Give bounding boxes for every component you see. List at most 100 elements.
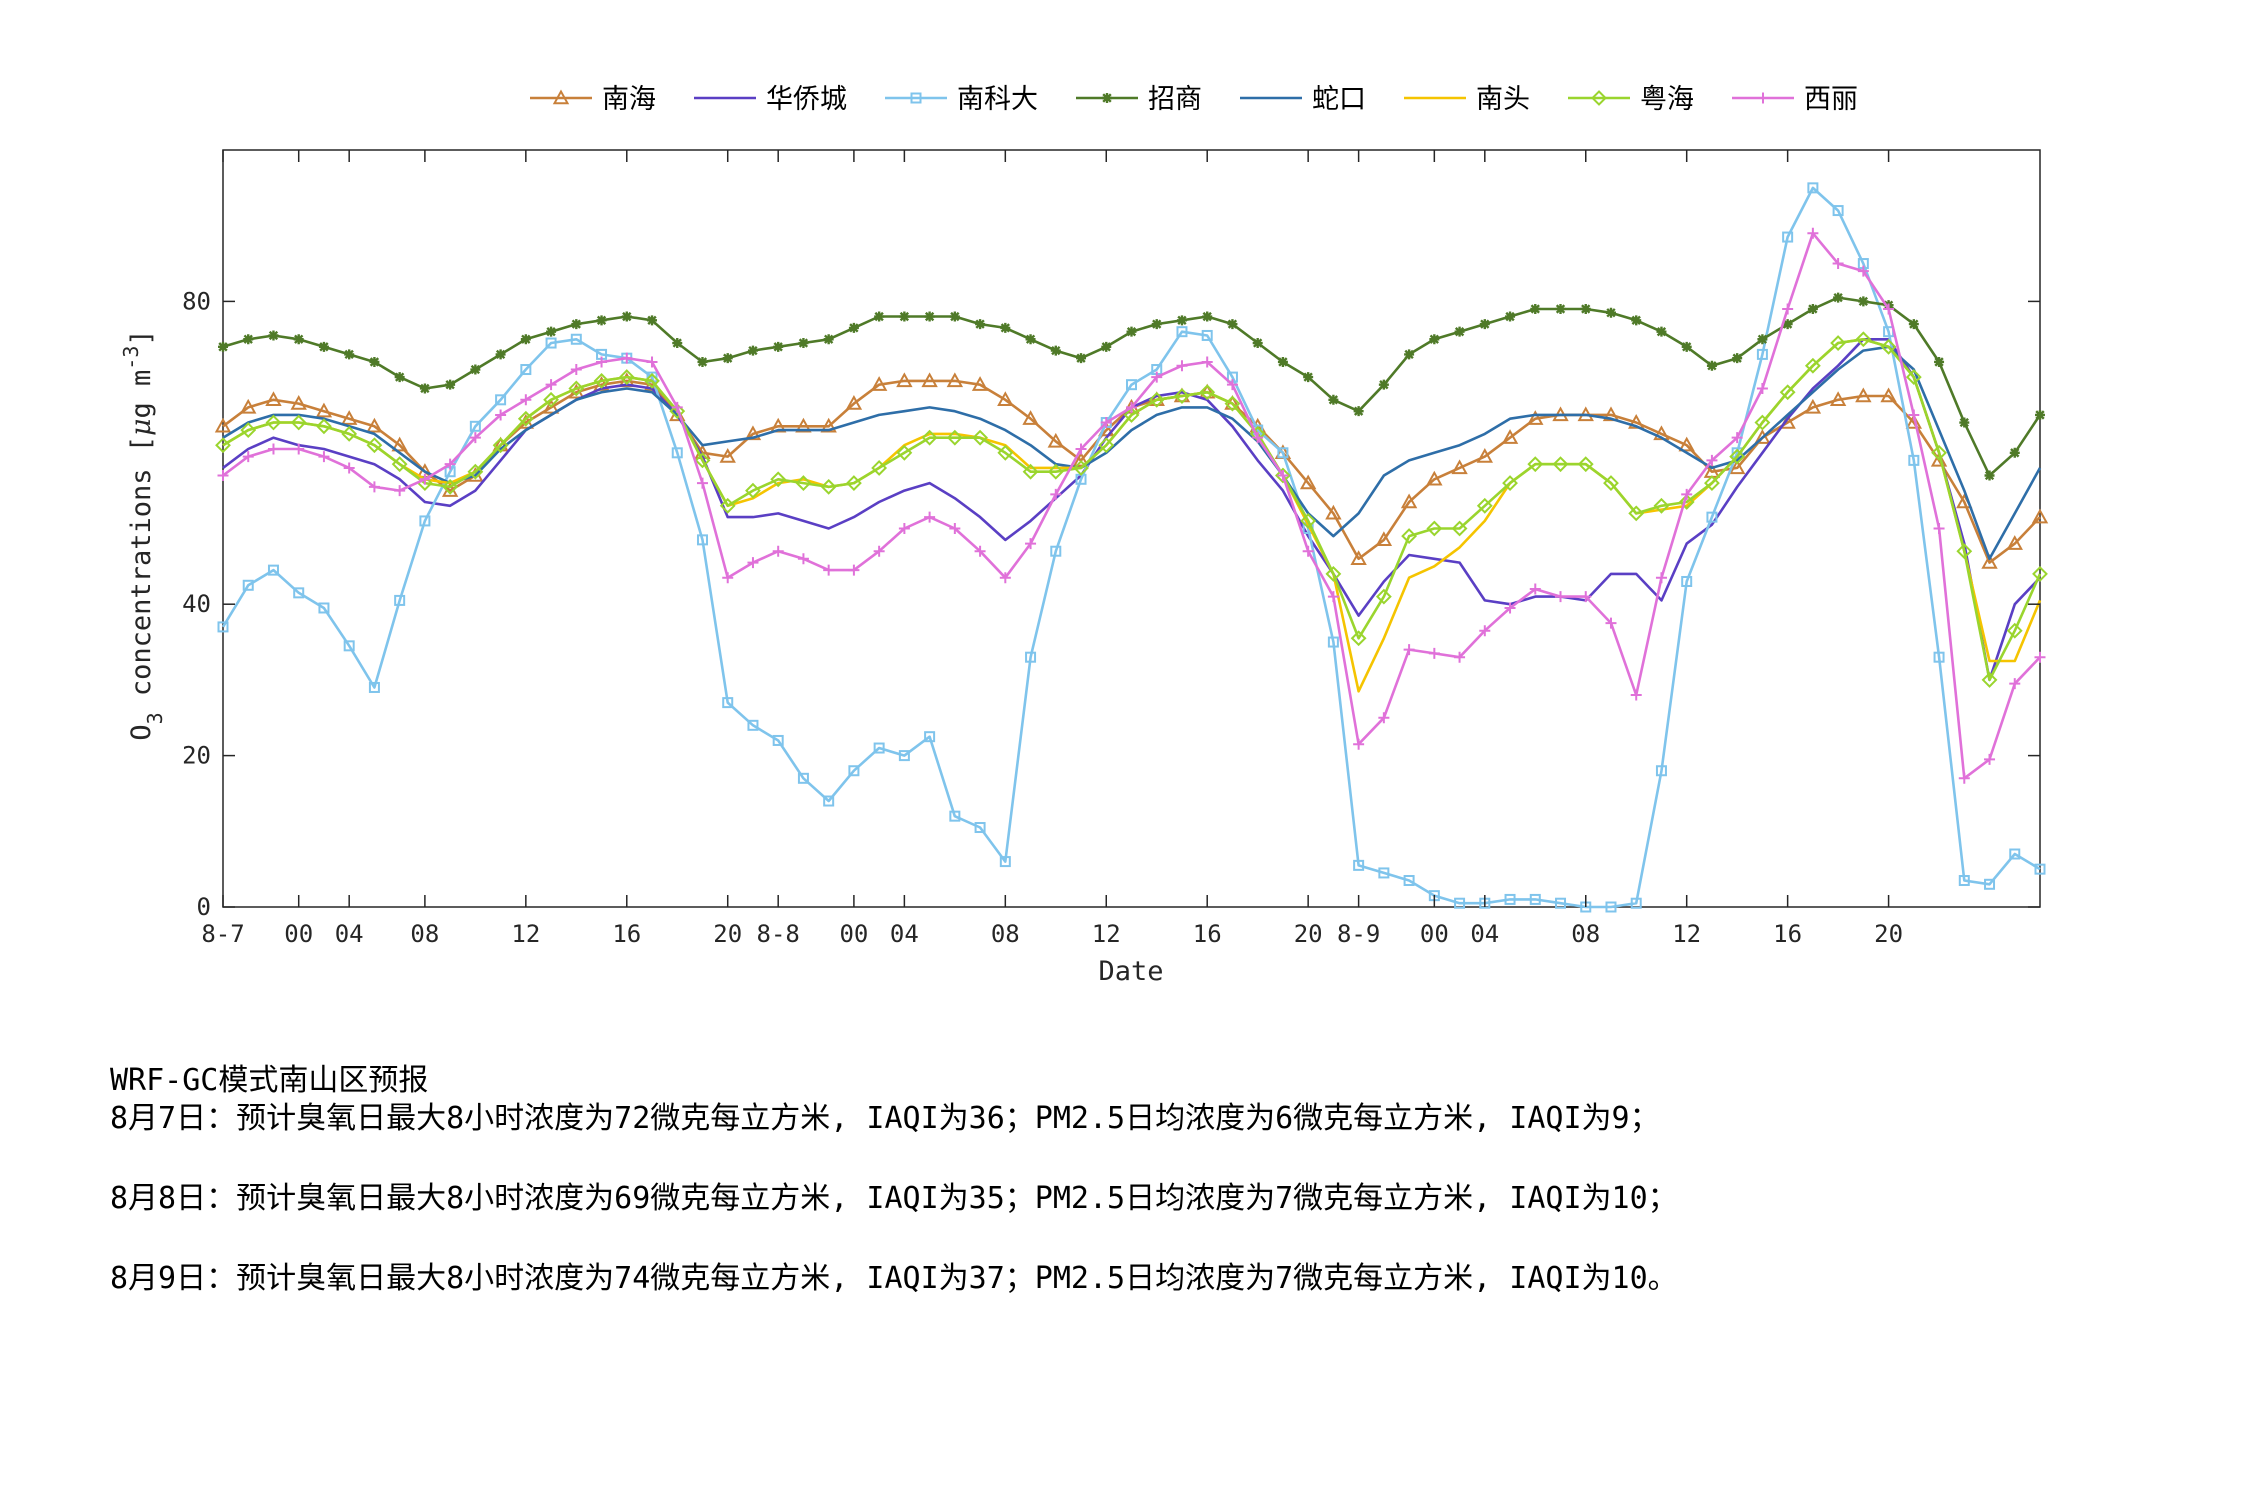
data-point <box>1126 401 1137 413</box>
data-point <box>820 417 837 433</box>
series-7 <box>217 227 2046 784</box>
data-point <box>1378 379 1389 390</box>
data-point <box>344 349 355 360</box>
data-point <box>1756 382 1768 394</box>
data-point <box>1529 583 1541 595</box>
data-point <box>1375 588 1392 605</box>
x-tick-label: 8-9 <box>1337 920 1380 948</box>
data-point <box>722 572 734 584</box>
data-point <box>1403 644 1415 656</box>
data-point <box>921 372 938 388</box>
data-point <box>318 602 330 614</box>
data-point <box>696 534 708 546</box>
data-point <box>1252 432 1264 444</box>
data-point <box>1527 410 1544 425</box>
data-point <box>1277 447 1289 459</box>
legend-marker <box>1102 93 1112 103</box>
data-point <box>1602 406 1620 422</box>
data-point <box>366 437 383 454</box>
data-point <box>1476 497 1493 514</box>
axes: 0 20 40 80 8-7 00 04 08 12 16 20 8-8 00 04 08 12 16 20 8-9… <box>182 150 2040 948</box>
data-point <box>1022 463 1039 480</box>
data-point <box>744 425 762 441</box>
data-point <box>1807 182 1819 194</box>
data-point <box>747 345 758 356</box>
data-point <box>1958 875 1970 887</box>
data-point <box>1706 360 1717 371</box>
legend-entry-4: 蛇口 <box>1240 84 1366 115</box>
data-point <box>366 417 383 433</box>
data-point <box>773 341 784 352</box>
data-point <box>1325 566 1342 582</box>
data-point <box>848 322 859 333</box>
data-point <box>1678 436 1695 452</box>
data-point <box>265 414 282 431</box>
data-point <box>1552 456 1569 473</box>
series-1 <box>222 337 2041 682</box>
data-point <box>921 429 938 446</box>
data-point <box>896 444 913 461</box>
data-point <box>570 333 582 345</box>
data-point <box>1933 523 1945 534</box>
data-point <box>1353 406 1364 417</box>
data-point <box>2035 409 2045 420</box>
data-point <box>545 379 557 391</box>
data-point <box>1479 625 1491 637</box>
data-point <box>845 395 863 410</box>
data-point <box>621 311 632 322</box>
data-point <box>1833 292 1844 303</box>
legend-entry-7: 西丽 <box>1732 84 1858 115</box>
data-point <box>1126 326 1137 337</box>
data-point <box>419 383 430 394</box>
data-point <box>265 391 282 407</box>
data-point <box>898 750 910 762</box>
data-point <box>1782 303 1794 315</box>
data-point <box>949 523 961 534</box>
data-point <box>2006 622 2023 639</box>
data-point <box>368 481 380 493</box>
data-point <box>1327 636 1339 648</box>
data-point <box>546 326 557 337</box>
data-point <box>2034 651 2046 663</box>
data-point <box>1804 398 1822 414</box>
data-point <box>520 334 531 345</box>
data-point <box>543 391 559 408</box>
data-point <box>772 734 784 746</box>
data-point <box>1628 505 1645 522</box>
data-point <box>520 394 532 406</box>
data-point <box>669 403 686 420</box>
plot-area <box>222 149 2041 908</box>
data-point <box>1905 413 1923 429</box>
data-point <box>1984 753 1996 765</box>
legend-entry-5: 南头 <box>1404 84 1530 115</box>
data-point <box>492 437 509 454</box>
x-tick-label: 08 <box>1571 920 1600 948</box>
x-tick-label: 20 <box>713 920 742 948</box>
legend-marker <box>552 89 570 105</box>
data-point <box>949 311 960 322</box>
data-point <box>823 334 834 345</box>
data-point <box>1732 353 1743 364</box>
data-point <box>1704 475 1720 491</box>
data-point <box>747 719 759 731</box>
data-point <box>442 478 459 495</box>
y-tick-label: 20 <box>182 742 211 770</box>
data-point <box>1530 303 1541 314</box>
data-point <box>972 429 988 446</box>
data-point <box>517 410 534 427</box>
legend-entry-2: 南科大 <box>885 84 1038 115</box>
data-point <box>1350 630 1367 647</box>
data-point <box>419 473 431 485</box>
data-point <box>1984 470 1995 481</box>
legend-entry-3: 招商 <box>1076 84 1202 115</box>
data-point <box>772 545 784 557</box>
data-point <box>1022 410 1039 425</box>
data-point <box>1299 474 1317 490</box>
data-point <box>1883 303 1895 315</box>
data-point <box>1555 591 1567 603</box>
data-point <box>341 425 358 442</box>
legend-label: 招商 <box>1148 84 1202 115</box>
data-point <box>2006 535 2023 550</box>
data-point <box>1504 602 1516 614</box>
data-point <box>1934 356 1945 367</box>
